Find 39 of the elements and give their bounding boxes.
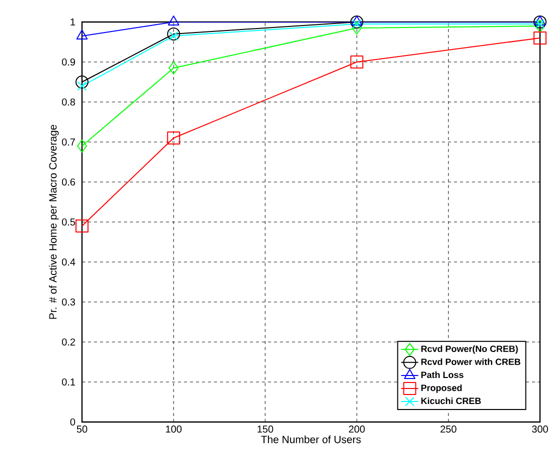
y-tick-label: 0.3 (62, 298, 76, 306)
point (167, 131, 180, 144)
point (76, 220, 88, 232)
point (77, 140, 88, 152)
point (535, 19, 545, 32)
x-tick-label: 150 (258, 426, 274, 433)
x-tick-label: 250 (440, 426, 456, 433)
y-tick-label: 0.4 (62, 258, 76, 266)
point (535, 19, 545, 29)
y-tick-label: 1 (70, 18, 75, 26)
point (76, 30, 88, 40)
legend-label: Kicuchi CREB (421, 397, 481, 404)
legend-label: Path Loss (421, 371, 464, 378)
y-tick-label: 0.2 (62, 338, 75, 346)
point (77, 81, 87, 91)
x-tick-label: 300 (532, 426, 548, 433)
point (352, 21, 362, 34)
legend-label: Proposed (421, 384, 462, 393)
y-tick-label: 0.7 (62, 138, 75, 146)
x-tick-label: 100 (166, 426, 182, 433)
point (350, 15, 364, 28)
y-tick-label: 0.1 (62, 378, 75, 386)
point (168, 61, 179, 74)
y-axis-title: Pr. # of Active Home per Macro Coverage (48, 124, 59, 319)
x-tick-label: 50 (76, 426, 88, 433)
point (350, 56, 364, 68)
y-tick-label: 0.6 (62, 178, 76, 186)
point (167, 28, 180, 40)
x-tick-label: 200 (348, 426, 365, 433)
legend-label: Rcvd Power with CREB (421, 358, 520, 366)
y-tick-label: 0.5 (62, 218, 76, 226)
y-tick-label: 0.8 (62, 98, 76, 106)
point (534, 32, 546, 44)
point (76, 76, 88, 88)
x-axis-title: The Number of Users (261, 435, 361, 444)
point (534, 15, 546, 28)
y-tick-label: 0.9 (62, 58, 76, 66)
y-tick-label: 0 (70, 418, 76, 426)
legend-label: Rcvd Power(No CREB) (421, 345, 518, 354)
